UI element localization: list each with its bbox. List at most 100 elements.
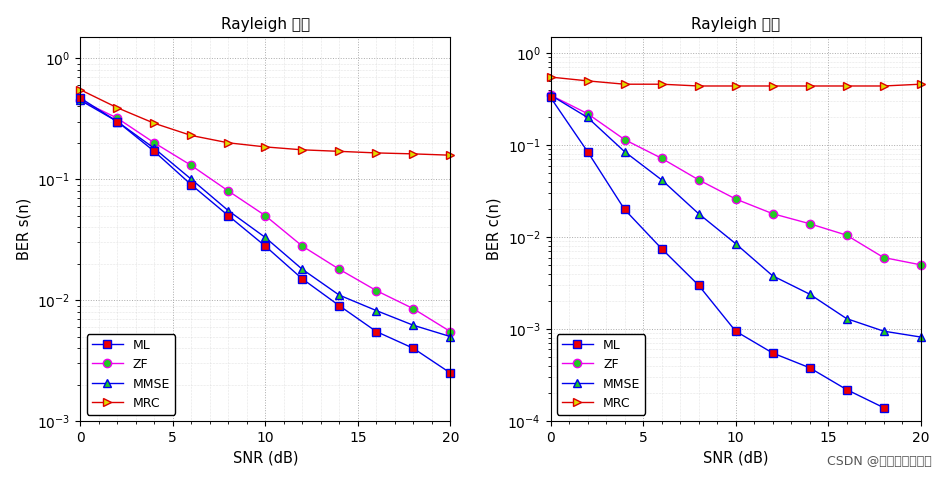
MMSE xyxy=(408,322,419,328)
MRC xyxy=(804,83,815,89)
MMSE xyxy=(841,316,852,321)
MMSE xyxy=(371,308,382,313)
ML xyxy=(656,246,667,252)
MMSE xyxy=(730,241,742,246)
MRC xyxy=(334,148,345,154)
Legend: ML, ZF, MMSE, MRC: ML, ZF, MMSE, MRC xyxy=(86,334,175,415)
Line: ML: ML xyxy=(76,94,454,377)
MMSE xyxy=(112,119,123,124)
ML xyxy=(767,350,779,356)
Line: MMSE: MMSE xyxy=(76,96,454,341)
MRC xyxy=(619,81,630,87)
MRC xyxy=(185,133,197,138)
MRC xyxy=(222,140,234,146)
ZF xyxy=(730,196,742,202)
ZF xyxy=(582,111,593,117)
Line: ZF: ZF xyxy=(547,91,925,269)
ML xyxy=(730,328,742,334)
MMSE xyxy=(545,92,556,98)
Line: MMSE: MMSE xyxy=(547,91,925,341)
ZF xyxy=(259,213,271,218)
MRC xyxy=(545,74,556,80)
ML xyxy=(408,346,419,351)
ML xyxy=(445,370,456,376)
ZF xyxy=(112,115,123,121)
MRC xyxy=(445,152,456,158)
ML xyxy=(222,213,234,218)
MMSE xyxy=(619,149,630,155)
MRC xyxy=(297,147,308,153)
ZF xyxy=(75,97,86,103)
ZF xyxy=(371,288,382,294)
ML xyxy=(112,119,123,124)
ZF xyxy=(656,155,667,161)
MRC xyxy=(112,105,123,111)
ZF xyxy=(915,262,926,268)
ZF xyxy=(692,177,704,183)
Legend: ML, ZF, MMSE, MRC: ML, ZF, MMSE, MRC xyxy=(557,334,645,415)
ZF xyxy=(222,188,234,194)
MMSE xyxy=(185,176,197,182)
ML xyxy=(545,94,556,100)
ML xyxy=(692,282,704,288)
MMSE xyxy=(75,97,86,103)
MRC xyxy=(841,83,852,89)
Line: MRC: MRC xyxy=(76,85,454,160)
ZF xyxy=(619,137,630,143)
ML xyxy=(297,276,308,282)
ML xyxy=(878,405,889,411)
MMSE xyxy=(804,291,815,297)
MMSE xyxy=(582,115,593,120)
Y-axis label: BER s(n): BER s(n) xyxy=(17,198,31,260)
MRC xyxy=(371,150,382,156)
Line: ZF: ZF xyxy=(76,96,454,335)
ZF xyxy=(878,254,889,260)
ML xyxy=(75,95,86,101)
MMSE xyxy=(692,211,704,216)
MMSE xyxy=(915,334,926,340)
X-axis label: SNR (dB): SNR (dB) xyxy=(703,450,768,465)
Title: Rayleigh 信道: Rayleigh 信道 xyxy=(220,17,310,32)
X-axis label: SNR (dB): SNR (dB) xyxy=(233,450,298,465)
MRC xyxy=(75,87,86,93)
ZF xyxy=(408,306,419,311)
MRC xyxy=(730,83,742,89)
ZF xyxy=(767,211,779,216)
MRC xyxy=(259,144,271,150)
ZF xyxy=(185,162,197,168)
MRC xyxy=(582,78,593,84)
ZF xyxy=(445,329,456,335)
ZF xyxy=(149,140,160,146)
MRC xyxy=(149,120,160,126)
ML xyxy=(841,387,852,392)
MRC xyxy=(767,83,779,89)
ZF xyxy=(545,92,556,98)
ML xyxy=(371,329,382,335)
Text: CSDN @简简单单做算法: CSDN @简简单单做算法 xyxy=(827,455,932,468)
MRC xyxy=(656,81,667,87)
MMSE xyxy=(259,235,271,241)
ZF xyxy=(334,267,345,272)
Line: ML: ML xyxy=(547,94,887,412)
ML xyxy=(149,148,160,154)
Y-axis label: BER c(n): BER c(n) xyxy=(487,198,501,260)
MRC xyxy=(408,151,419,157)
Title: Rayleigh 信道: Rayleigh 信道 xyxy=(691,17,780,32)
MMSE xyxy=(878,328,889,334)
MRC xyxy=(878,83,889,89)
ML xyxy=(582,149,593,155)
MMSE xyxy=(656,177,667,183)
MMSE xyxy=(149,146,160,151)
ZF xyxy=(297,243,308,249)
MMSE xyxy=(767,273,779,279)
ML xyxy=(619,207,630,213)
MMSE xyxy=(445,334,456,339)
MMSE xyxy=(334,292,345,298)
MRC xyxy=(692,83,704,89)
ML xyxy=(334,303,345,308)
ML xyxy=(804,365,815,371)
MMSE xyxy=(222,208,234,214)
MMSE xyxy=(297,267,308,272)
Line: MRC: MRC xyxy=(547,73,925,90)
ML xyxy=(185,182,197,187)
